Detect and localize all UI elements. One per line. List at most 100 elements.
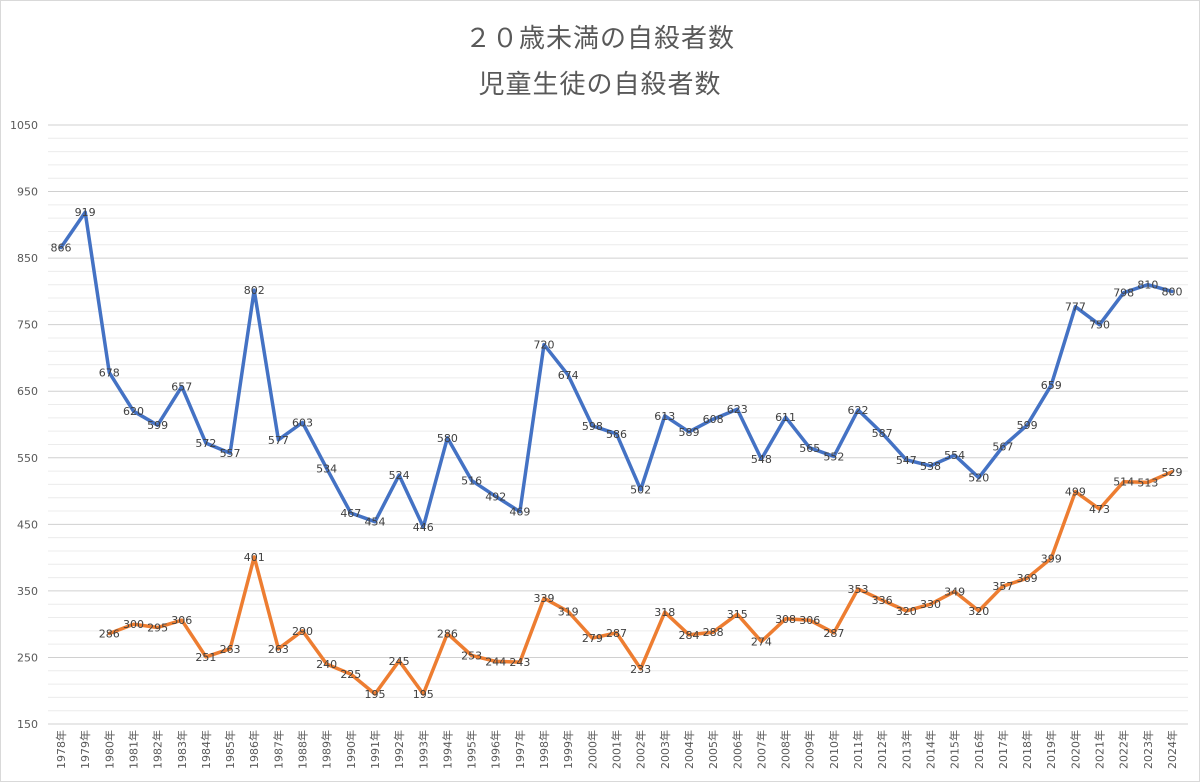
data-label: 599 [1017, 419, 1038, 432]
data-label: 750 [1089, 319, 1110, 332]
x-tick-label: 2018年 [1020, 730, 1034, 769]
data-label: 353 [848, 583, 869, 596]
data-label: 253 [461, 649, 482, 662]
data-label: 300 [123, 618, 144, 631]
data-label: 315 [727, 608, 748, 621]
gridlines [48, 124, 1188, 725]
data-label: 244 [485, 655, 506, 668]
data-label: 469 [509, 506, 530, 519]
data-label: 225 [340, 668, 361, 681]
x-tick-label: 2015年 [948, 730, 962, 769]
data-label: 720 [534, 339, 555, 352]
data-label: 548 [751, 453, 772, 466]
data-label: 369 [1017, 572, 1038, 585]
data-label: 263 [220, 643, 241, 656]
x-tick-label: 2014年 [923, 730, 937, 769]
data-label: 598 [582, 420, 603, 433]
data-label: 810 [1137, 279, 1158, 292]
data-label: 240 [316, 658, 337, 671]
data-label: 330 [920, 598, 941, 611]
data-label: 529 [1162, 466, 1183, 479]
y-tick-label: 850 [17, 252, 38, 265]
x-tick-label: 1979年 [78, 730, 92, 769]
data-label: 589 [678, 426, 699, 439]
x-tick-label: 1993年 [416, 730, 430, 769]
data-label: 306 [799, 614, 820, 627]
data-label: 516 [461, 474, 482, 487]
y-tick-label: 950 [17, 186, 38, 199]
data-label: 473 [1089, 503, 1110, 516]
x-tick-label: 2001年 [610, 730, 624, 769]
data-label: 620 [123, 405, 144, 418]
data-label: 320 [896, 605, 917, 618]
data-label: 287 [823, 627, 844, 640]
x-tick-label: 2007年 [754, 730, 768, 769]
data-label: 492 [485, 490, 506, 503]
data-label: 357 [992, 580, 1013, 593]
x-tick-label: 2024年 [1165, 730, 1179, 769]
x-tick-label: 1989年 [320, 730, 334, 769]
data-label: 659 [1041, 379, 1062, 392]
y-tick-label: 650 [17, 385, 38, 398]
x-tick-label: 2012年 [875, 730, 889, 769]
data-label: 657 [171, 381, 192, 394]
series-lines [59, 210, 1174, 696]
x-tick-label: 2016年 [972, 730, 986, 769]
x-tick-label: 1988年 [296, 730, 310, 769]
y-tick-label: 350 [17, 585, 38, 598]
x-tick-label: 2002年 [634, 730, 648, 769]
data-label: 233 [630, 663, 651, 676]
data-label: 195 [364, 688, 385, 701]
data-label: 554 [944, 449, 965, 462]
data-label: 467 [340, 507, 361, 520]
data-label: 502 [630, 484, 651, 497]
x-tick-label: 1983年 [175, 730, 189, 769]
x-tick-label: 1980年 [102, 730, 116, 769]
x-tick-label: 2017年 [996, 730, 1010, 769]
data-label: 320 [968, 605, 989, 618]
x-tick-label: 2000年 [585, 730, 599, 769]
data-label: 603 [292, 417, 313, 430]
data-label: 800 [1162, 285, 1183, 298]
data-label: 513 [1137, 476, 1158, 489]
data-label: 287 [606, 627, 627, 640]
x-tick-label: 2003年 [658, 730, 672, 769]
data-label: 446 [413, 521, 434, 534]
x-tick-label: 1995年 [465, 730, 479, 769]
data-labels: 8669196786205996575725578025776035344674… [51, 206, 1183, 701]
y-tick-label: 1050 [10, 119, 38, 132]
data-label: 538 [920, 460, 941, 473]
data-label: 454 [364, 516, 385, 529]
data-label: 577 [268, 434, 289, 447]
data-label: 567 [992, 440, 1013, 453]
data-label: 514 [1113, 476, 1134, 489]
data-label: 565 [799, 442, 820, 455]
x-tick-label: 2013年 [899, 730, 913, 769]
data-label: 288 [703, 626, 724, 639]
data-label: 613 [654, 410, 675, 423]
data-label: 399 [1041, 552, 1062, 565]
x-tick-label: 2021年 [1093, 730, 1107, 769]
data-label: 580 [437, 432, 458, 445]
data-label: 274 [751, 635, 772, 648]
data-label: 251 [195, 651, 216, 664]
x-tick-label: 2006年 [730, 730, 744, 769]
data-label: 401 [244, 551, 265, 564]
data-label: 608 [703, 413, 724, 426]
data-label: 572 [195, 437, 216, 450]
x-tick-label: 1985年 [223, 730, 237, 769]
y-tick-label: 250 [17, 651, 38, 664]
chart-subtitle: 児童生徒の自殺者数 [478, 70, 722, 100]
data-label: 306 [171, 614, 192, 627]
x-tick-label: 2011年 [851, 730, 865, 769]
data-label: 286 [437, 627, 458, 640]
x-tick-label: 1992年 [392, 730, 406, 769]
data-label: 547 [896, 454, 917, 467]
data-label: 534 [316, 462, 337, 475]
data-label: 557 [220, 447, 241, 460]
y-tick-label: 150 [17, 718, 38, 731]
x-tick-label: 1999年 [561, 730, 575, 769]
data-label: 552 [823, 450, 844, 463]
data-label: 284 [678, 629, 699, 642]
